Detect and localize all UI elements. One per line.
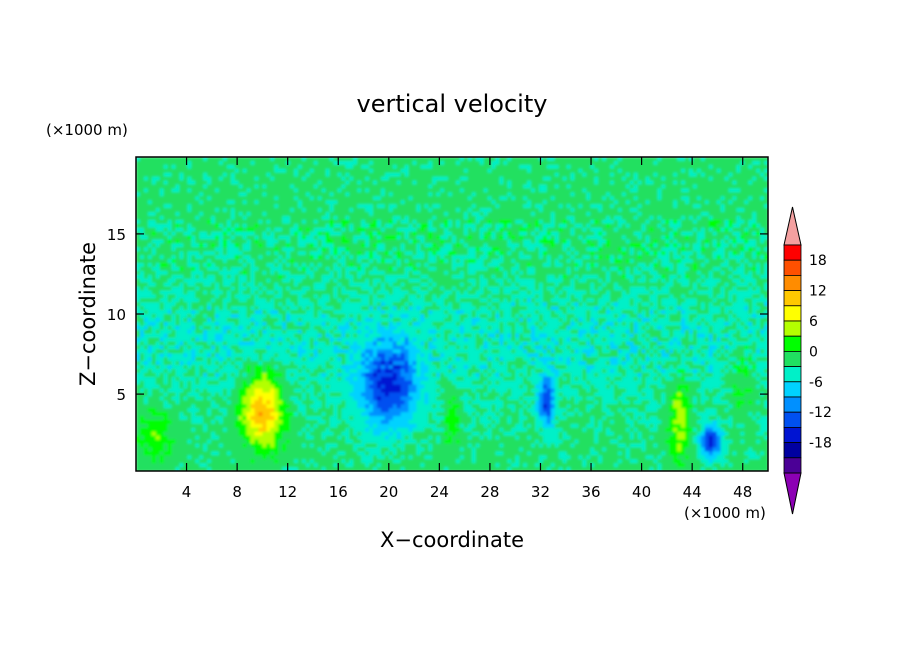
colorbar-box: [783, 305, 802, 322]
colorbar-box: [783, 320, 802, 337]
x-tick-label: 40: [632, 483, 651, 501]
colorbar: 18 12 6 0 -6 -12 -18: [783, 206, 832, 515]
x-axis-unit: (×1000 m): [684, 504, 766, 522]
x-tick-label: 4: [182, 483, 192, 501]
colorbar-box: [783, 335, 802, 352]
colorbar-box: [783, 366, 802, 383]
colorbar-label: -6: [809, 375, 823, 391]
chart-title: vertical velocity: [357, 90, 548, 118]
x-tick-label: 20: [379, 483, 398, 501]
colorbar-box: [783, 259, 802, 276]
colorbar-box: [783, 426, 802, 443]
x-tick-label: 28: [480, 483, 499, 501]
colorbar-max-triangle: [783, 206, 802, 246]
y-axis-label: Z−coordinate: [76, 242, 100, 386]
colorbar-box: [783, 411, 802, 428]
y-tick-label: 15: [107, 226, 126, 244]
colorbar-label: -12: [809, 405, 832, 421]
colorbar-label: 18: [809, 253, 827, 269]
colorbar-box: [783, 457, 802, 474]
y-axis-unit: (×1000 m): [46, 121, 128, 139]
x-axis-label: X−coordinate: [380, 528, 524, 552]
x-tick-label: 44: [683, 483, 702, 501]
colorbar-box: [783, 396, 802, 413]
x-tick-label: 24: [430, 483, 449, 501]
x-tick-label: 8: [232, 483, 242, 501]
colorbar-box: [783, 274, 802, 291]
colorbar-box: [783, 381, 802, 398]
colorbar-label: -18: [809, 436, 832, 452]
colorbar-label: 6: [809, 314, 818, 330]
colorbar-label: 12: [809, 284, 827, 300]
x-tick-label: 16: [329, 483, 348, 501]
colorbar-min-triangle: [783, 472, 802, 515]
colorbar-box: [783, 290, 802, 307]
y-tick-label: 5: [116, 386, 126, 404]
velocity-field: [136, 157, 768, 471]
y-axis: 5 10 15: [107, 226, 768, 404]
x-axis: 4 8 12 16 20 24 28 32 36 40 44 48: [182, 157, 752, 501]
colorbar-label: 0: [809, 344, 818, 360]
x-tick-label: 32: [531, 483, 550, 501]
x-tick-label: 12: [278, 483, 297, 501]
x-tick-label: 48: [733, 483, 752, 501]
plot-area: [136, 157, 768, 471]
y-tick-label: 10: [107, 306, 126, 324]
colorbar-box: [783, 442, 802, 459]
colorbar-box: [783, 244, 802, 261]
x-tick-label: 36: [581, 483, 600, 501]
colorbar-box: [783, 350, 802, 367]
